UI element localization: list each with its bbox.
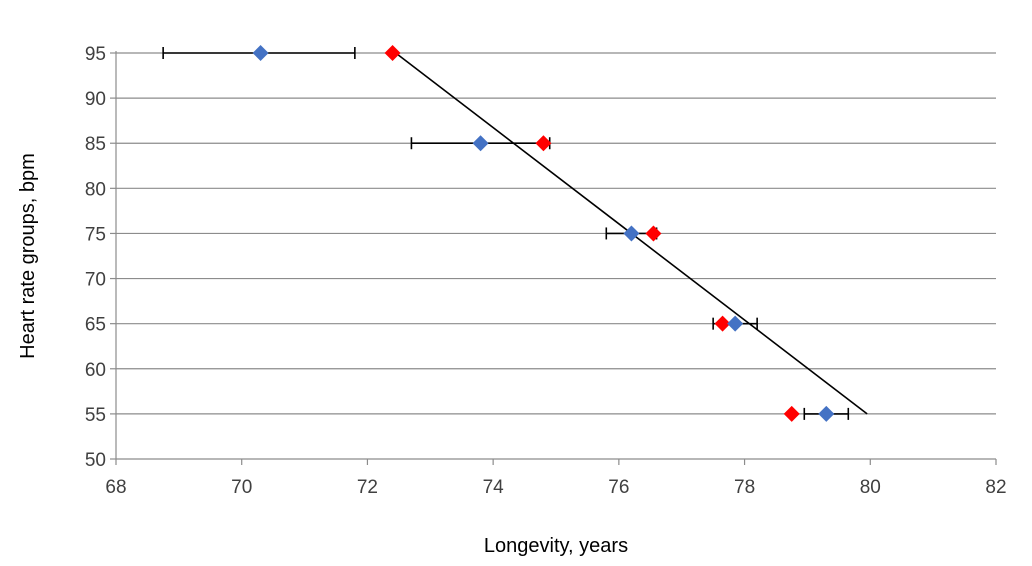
y-tick-label: 70 [85,270,106,291]
data-point-diamond [252,45,269,61]
x-tick-label: 70 [231,477,252,498]
data-point-diamond [818,405,835,422]
data-point-diamond [714,315,731,332]
data-point-diamond [783,405,800,422]
x-tick-label: 82 [985,477,1006,498]
y-tick-label: 85 [85,134,106,155]
x-tick-label: 76 [608,477,629,498]
data-point-diamond [623,225,640,242]
x-tick-label: 80 [860,477,881,498]
point-layer [252,45,835,422]
y-tick-label: 60 [85,360,106,381]
axis-layer: 50 55 60 65 70 75 80 85 90 95 68 70 72 74 76 78 80 82 [85,44,1007,498]
y-tick-label: 95 [85,44,106,65]
x-tick-label: 78 [734,477,755,498]
y-tick-label: 90 [85,89,106,110]
data-point-diamond [535,135,552,152]
data-point-diamond [384,45,401,61]
y-tick-label: 50 [85,450,106,471]
y-tick-label: 55 [85,405,106,426]
x-tick-label: 68 [105,477,126,498]
data-point-diamond [472,135,489,152]
grid-layer [116,52,996,415]
y-tick-label: 75 [85,224,106,245]
data-point-diamond [645,225,662,242]
x-axis-title: Longevity, years [484,535,628,557]
x-tick-label: 72 [357,477,378,498]
y-axis-title: Heart rate groups, bpm [17,153,39,359]
y-tick-label: 65 [85,315,106,336]
y-tick-label: 80 [85,179,106,200]
x-tick-label: 74 [483,477,505,498]
data-point-diamond [727,315,744,332]
